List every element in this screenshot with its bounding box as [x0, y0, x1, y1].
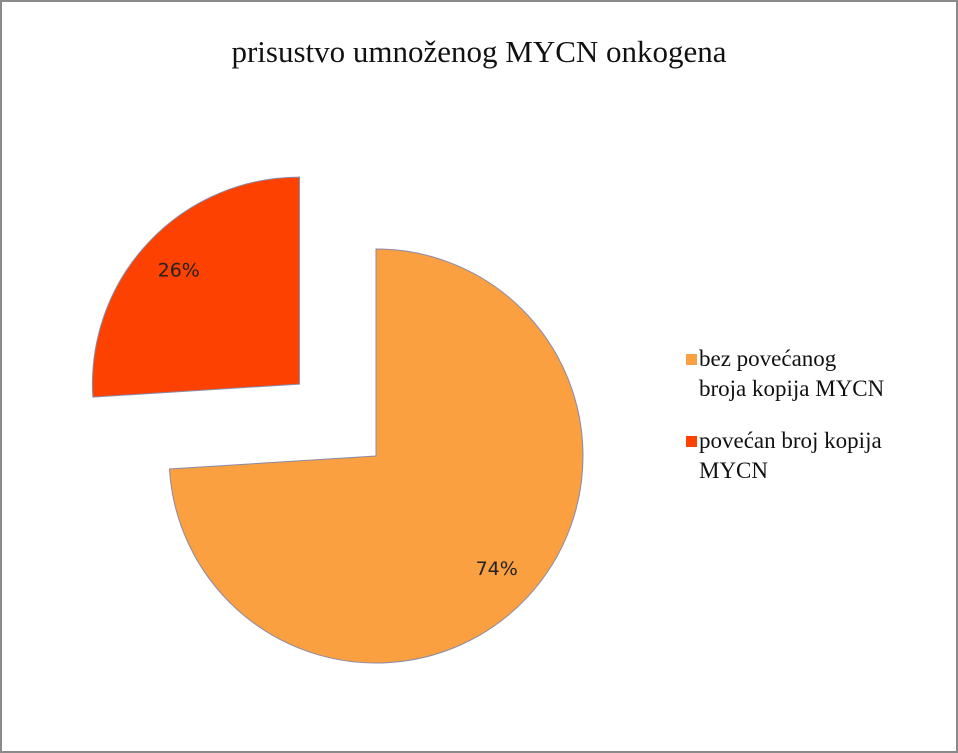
- pie-slice: [91, 176, 300, 398]
- legend: bez povećanog broja kopija MYCN povećan b…: [686, 344, 886, 508]
- legend-label: bez povećanog broja kopija MYCN: [699, 346, 885, 401]
- pie-slice: [168, 248, 584, 664]
- legend-swatch: [686, 436, 697, 447]
- legend-item: povećan broj kopija MYCN: [686, 426, 886, 486]
- data-label: 26%: [158, 259, 200, 281]
- legend-item: bez povećanog broja kopija MYCN: [686, 344, 886, 404]
- legend-label: povećan broj kopija MYCN: [699, 428, 882, 483]
- chart-title: prisustvo umnoženog MYCN onkogena: [231, 34, 726, 69]
- legend-swatch: [686, 354, 697, 365]
- data-label: 74%: [476, 558, 518, 580]
